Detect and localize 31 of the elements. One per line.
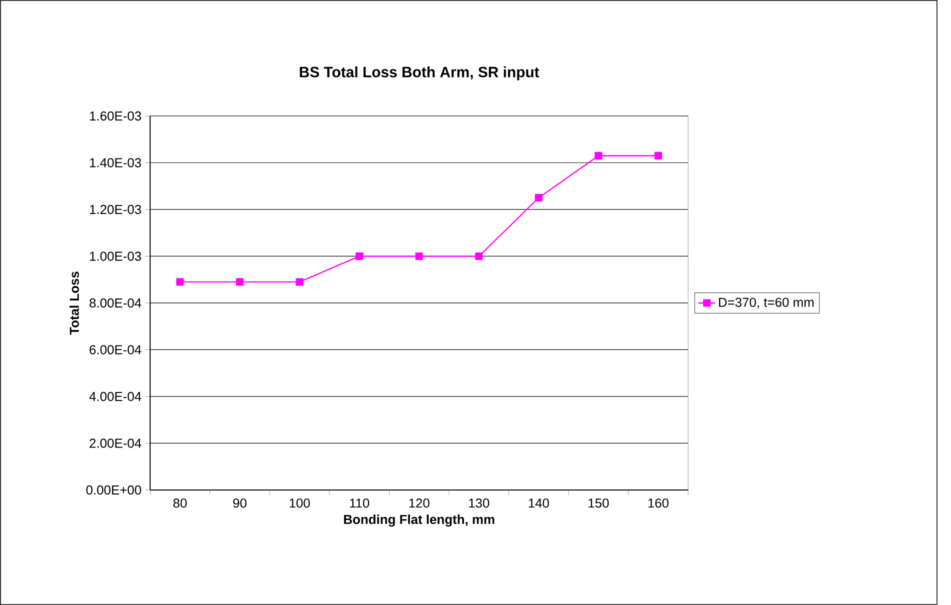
point — [475, 252, 483, 260]
y-axis-title: Total Loss — [69, 272, 79, 335]
x-tick-label: 100 — [290, 498, 310, 508]
chart-title: BS Total Loss Both Arm, SR input — [300, 66, 540, 80]
x-axis-title: Bonding Flat length, mm — [344, 514, 494, 527]
x-tick-label: 120 — [409, 498, 430, 508]
y-tick-label: 4.00E-04 — [89, 392, 142, 402]
y-tick-label: 1.60E-03 — [90, 111, 142, 121]
y-tick-label: 2.00E-04 — [90, 438, 142, 448]
point — [415, 252, 423, 260]
y-tick-label: 1.40E-03 — [90, 158, 142, 168]
y-tick-label: 1.00E-03 — [90, 252, 142, 261]
point — [236, 278, 244, 286]
x-tick-label: 80 — [173, 498, 187, 508]
x-tick-label: 160 — [648, 498, 669, 508]
x-tick-label: 130 — [469, 498, 490, 508]
point — [534, 194, 542, 202]
y-tick-label: 8.00E-04 — [90, 298, 142, 308]
y-tick-label: 0.00E+00 — [86, 485, 142, 495]
y-tick-label: 6.00E-04 — [90, 345, 142, 354]
y-tick-label: 1.20E-03 — [90, 204, 142, 214]
point — [654, 152, 662, 160]
point — [356, 252, 364, 260]
x-tick-label: 110 — [350, 498, 370, 508]
x-tick-label: 90 — [233, 498, 246, 508]
point — [176, 278, 184, 286]
x-tick-label: 150 — [588, 498, 609, 508]
x-tick-label: 140 — [528, 498, 549, 508]
legend-label: D=370, t=60 mm — [719, 298, 814, 308]
point — [296, 278, 304, 286]
point — [594, 152, 602, 160]
